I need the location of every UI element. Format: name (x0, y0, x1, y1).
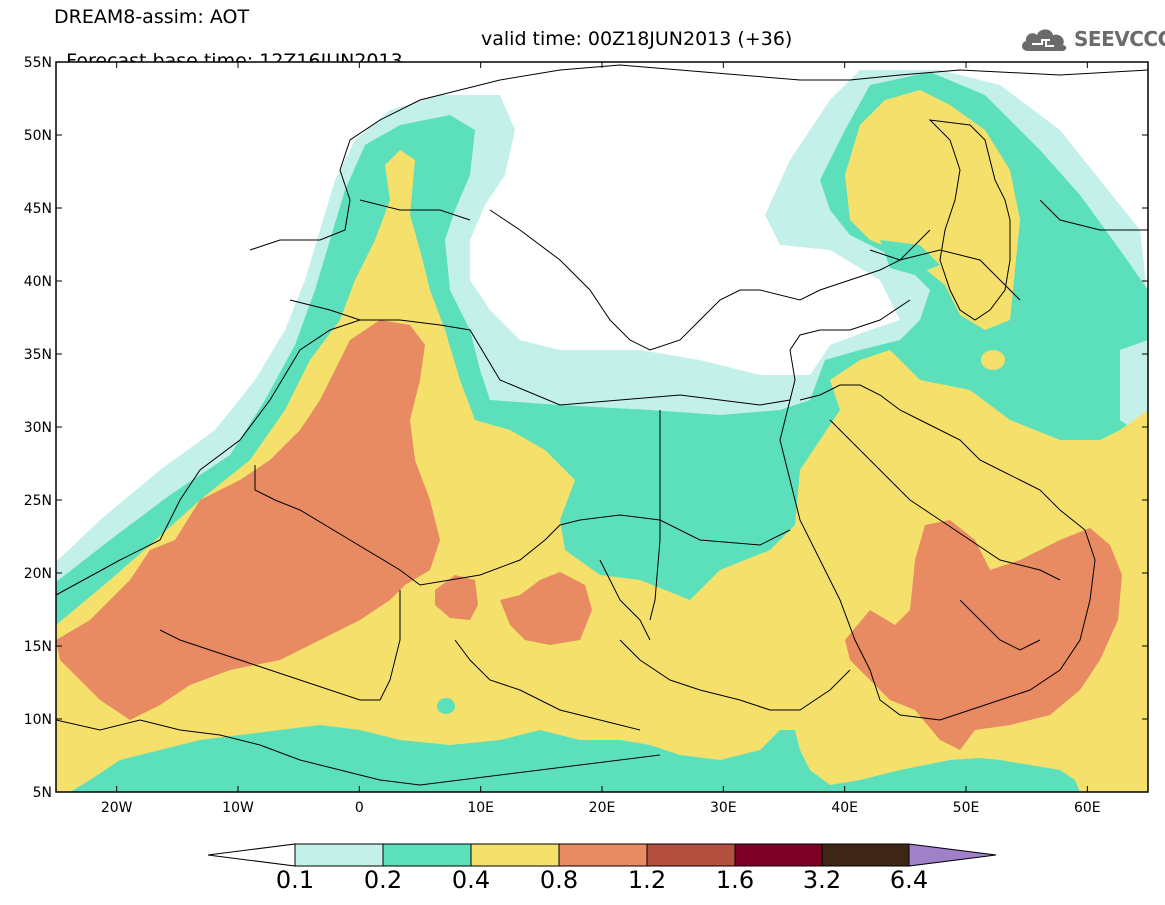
lon-label: 0 (355, 800, 364, 816)
colorbar-level-label: 0.4 (451, 866, 491, 894)
coastlines (56, 64, 1148, 786)
lon-axis: 20W 10W 0 10E 20E 30E 40E 50E 60E (101, 62, 1101, 816)
lon-label: 20W (101, 800, 133, 816)
logo-text: SEEVCCC (1074, 27, 1165, 51)
colorbar-level-label: 0.8 (539, 866, 579, 894)
colorbar-segment (734, 843, 823, 867)
map-title: DREAM8-assim: AOT (54, 6, 250, 28)
colorbar-segment (470, 843, 560, 867)
colorbar-segment (294, 843, 384, 867)
colorbar-level-label: 6.4 (889, 866, 929, 894)
valid-time-label: valid time: 00Z18JUN2013 (+36) (481, 28, 793, 50)
colorbar-segment (821, 843, 910, 867)
aot-region-0.4-iran (981, 350, 1005, 370)
lat-label: 25N (24, 493, 52, 509)
colorbar-level-label: 0.2 (363, 866, 403, 894)
lat-label: 10N (24, 712, 52, 728)
aot-region-0.8-chad (435, 575, 478, 620)
lon-label: 20E (589, 800, 616, 816)
colorbar-level-label: 0.1 (275, 866, 315, 894)
aot-region-0.8-sahara (56, 320, 440, 720)
lat-label: 5N (33, 785, 52, 801)
lat-label: 50N (24, 128, 52, 144)
lat-label: 30N (24, 420, 52, 436)
colorbar-level-label: 1.6 (715, 866, 755, 894)
aot-map: 55N 50N 45N 40N 35N 30N 25N 20N 15N 10N 5N 20W 10W 0… (24, 55, 1149, 816)
lon-label: 10E (467, 800, 494, 816)
colorbar-below-triangle (207, 843, 296, 867)
aot-region-0.2-blob (437, 698, 455, 714)
lat-label: 45N (24, 201, 52, 217)
lat-label: 55N (24, 55, 52, 71)
lat-axis: 55N 50N 45N 40N 35N 30N 25N 20N 15N 10N 5N (24, 55, 1148, 801)
aot-region-0.8-arabia (845, 520, 1122, 750)
lon-label: 60E (1074, 800, 1101, 816)
aot-region-0.4-caspian (845, 90, 1020, 330)
lon-label: 40E (831, 800, 858, 816)
lon-label: 50E (953, 800, 980, 816)
colorbar-segment (558, 843, 648, 867)
lat-label: 40N (24, 274, 52, 290)
lat-label: 20N (24, 566, 52, 582)
seevccc-logo: SEEVCCC (1018, 22, 1165, 56)
colorbar-above-triangle (908, 843, 997, 867)
colorbar-segment (382, 843, 472, 867)
lat-label: 15N (24, 639, 52, 655)
aot-region-0.8-sudan (500, 572, 592, 645)
cloud-icon (1022, 29, 1067, 51)
colorbar-level-label: 1.2 (627, 866, 667, 894)
lat-label: 35N (24, 347, 52, 363)
lon-label: 30E (710, 800, 737, 816)
colorbar-level-label: 3.2 (802, 866, 842, 894)
lon-label: 10W (222, 800, 254, 816)
colorbar-segment (646, 843, 736, 867)
